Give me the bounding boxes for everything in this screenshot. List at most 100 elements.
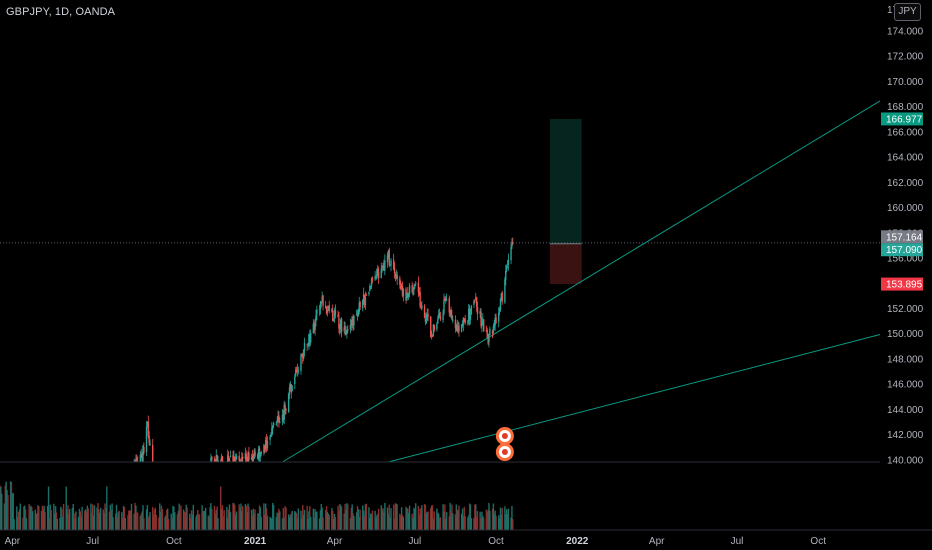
volume-bar (494, 510, 496, 530)
volume-bar (47, 486, 50, 530)
volume-bar (282, 508, 285, 530)
globe-event-icon[interactable] (495, 443, 514, 461)
candle-body (204, 471, 205, 474)
candle-body (452, 319, 454, 321)
volume-bar (91, 512, 93, 530)
candle-body (324, 305, 327, 309)
volume-bar (136, 512, 139, 530)
candle-body (5, 532, 6, 534)
candle-body (294, 376, 296, 385)
position-tool[interactable] (549, 118, 582, 285)
volume-bar (400, 507, 403, 530)
volume-bar (74, 518, 76, 530)
volume-bar (143, 518, 145, 530)
candle-body (351, 316, 353, 325)
volume-bar (166, 509, 168, 530)
candle-body (167, 495, 168, 503)
volume-bar (309, 506, 311, 530)
volume-bar (445, 512, 448, 530)
candle-body (287, 393, 290, 412)
volume-bar (203, 511, 205, 530)
candle-body (381, 265, 383, 267)
volume-bar (239, 507, 241, 530)
volume-bar (340, 504, 342, 530)
candle-body (282, 415, 285, 420)
price-tick-label: 172.000 (887, 52, 924, 63)
trendlines[interactable] (282, 100, 881, 463)
volume-bar (29, 507, 31, 530)
event-markers[interactable] (495, 427, 514, 461)
candle-body (246, 460, 248, 462)
volume-bar (505, 514, 507, 530)
volume-bar (190, 510, 193, 530)
volume-bar (227, 509, 230, 530)
candle-body (195, 496, 196, 501)
volume-bar (487, 509, 489, 530)
candle-body (63, 488, 64, 490)
volume-bar (129, 510, 131, 530)
volume-bar (291, 510, 293, 530)
volume-bar (140, 513, 142, 530)
volume-bar (386, 507, 389, 530)
volume-bar (433, 511, 435, 530)
candle-body (140, 454, 142, 456)
candle-body (149, 443, 151, 445)
candle-body (451, 314, 453, 320)
candle-body (350, 324, 352, 326)
time-axis[interactable]: Apr Jul Oct 2021 Apr Jul Oct 2022 Apr Jul Oct (0, 529, 932, 547)
volume-bar (11, 493, 14, 530)
volume-bar (178, 503, 180, 530)
time-tick-label: Jul (408, 536, 421, 547)
candle-body (303, 342, 306, 351)
candle-body (457, 326, 459, 333)
volume-bar (283, 517, 285, 530)
volume-bar (77, 516, 80, 530)
volume-bar (424, 504, 427, 530)
volume-bar (289, 514, 292, 530)
volume-bar (334, 516, 337, 530)
currency-badge[interactable]: JPY (894, 3, 921, 21)
volume-bar (346, 503, 348, 530)
volume-bar (322, 517, 324, 530)
candle-body (171, 499, 172, 505)
volume-bar (430, 505, 433, 530)
candle-body (408, 285, 411, 294)
candle-body (193, 497, 194, 500)
volume-bar (234, 504, 236, 530)
candle-body (325, 309, 328, 314)
volume-bar (444, 504, 446, 530)
volume-bar (259, 507, 262, 530)
candle-body (235, 455, 238, 460)
candle-body (365, 295, 367, 296)
candle-body (245, 454, 247, 460)
volume-bar (423, 503, 426, 530)
volume-bar (232, 502, 234, 530)
volume-bar (86, 505, 89, 530)
volume-bar (196, 514, 198, 530)
volume-bar (458, 505, 460, 530)
volume-bar (279, 511, 281, 530)
candle-body (491, 330, 494, 334)
candle-body (247, 452, 249, 462)
candle-body (413, 286, 415, 290)
volume-bar (90, 503, 92, 530)
volume-bar (284, 506, 286, 530)
candle-body (252, 458, 255, 461)
volume-bar (399, 513, 401, 530)
volume-bar (13, 519, 15, 530)
volume-bar (142, 505, 144, 530)
volume-bar (171, 518, 173, 530)
volume-bar (448, 516, 450, 530)
candle-body (315, 315, 317, 322)
candle-body (74, 491, 75, 492)
candle-body (431, 335, 434, 337)
volume-bar (217, 518, 219, 530)
price-axis[interactable]: 174.000 172.000 170.000 168.000 166.000 164.0… (880, 0, 932, 530)
volume-bar (426, 511, 428, 530)
volume-bar (353, 516, 355, 530)
candle-body (340, 320, 342, 329)
volume-bar (115, 504, 118, 530)
flag-event-icon[interactable] (495, 427, 514, 445)
volume-bar (159, 503, 161, 530)
